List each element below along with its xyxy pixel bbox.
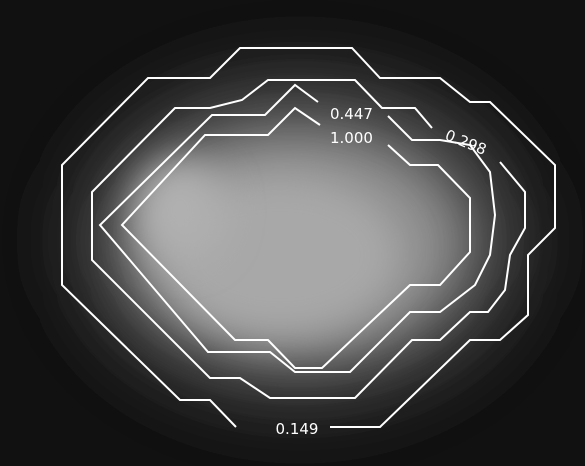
heatmap-intensity xyxy=(65,65,535,415)
heatmap-hotspot xyxy=(135,160,225,260)
contour-label-0447: 0.447 xyxy=(330,105,373,123)
contour-line-1000 xyxy=(120,106,471,369)
contour-lines xyxy=(61,47,556,428)
contour-line-0298 xyxy=(91,79,526,399)
contour-label-0149: 0.149 xyxy=(276,420,319,438)
contour-line-0447 xyxy=(98,83,497,373)
contour-line-0149 xyxy=(61,47,556,428)
contour-label-1000: 1.000 xyxy=(330,129,373,147)
